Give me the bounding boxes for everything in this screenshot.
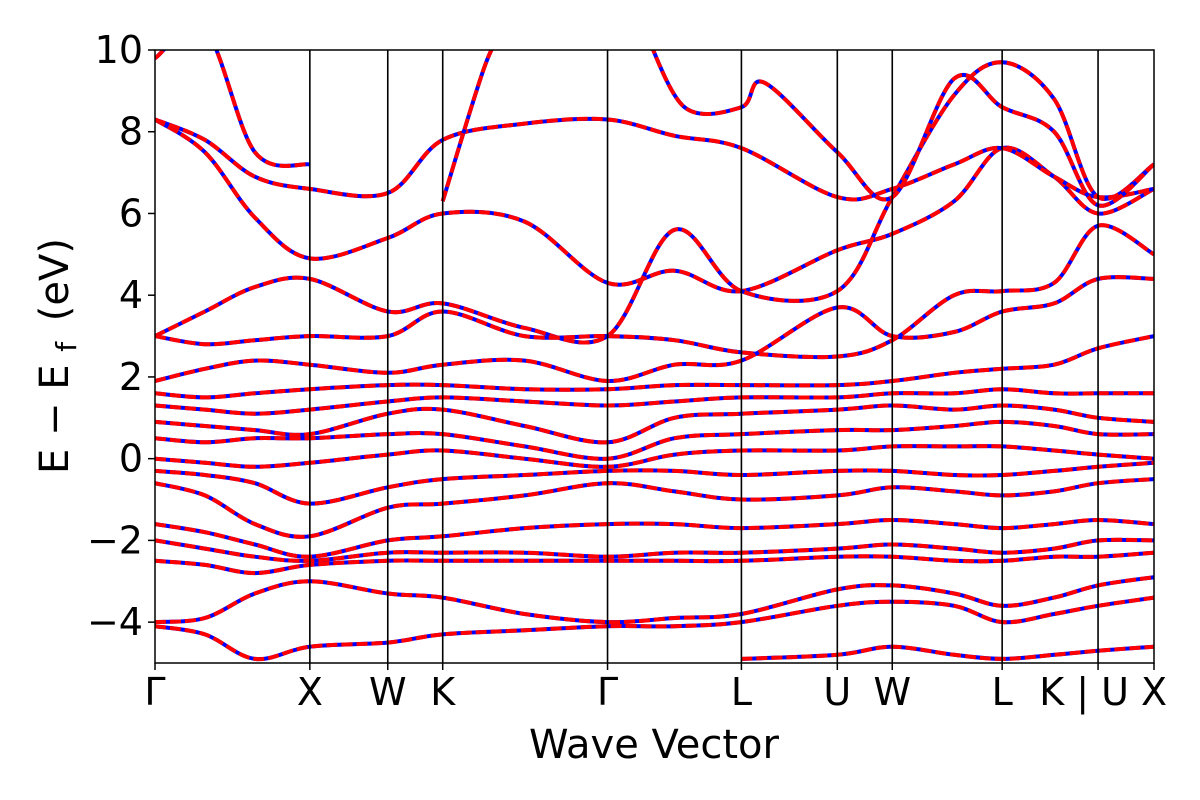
band-lines xyxy=(155,50,1154,662)
band-1-fit xyxy=(155,116,1154,202)
band-10-fit xyxy=(155,460,1154,506)
band-14-fit xyxy=(155,550,1154,576)
band-4-fit xyxy=(155,275,1154,384)
x-tick-label: K | U xyxy=(1039,670,1129,715)
y-tick-label: −2 xyxy=(87,518,143,562)
y-tick-label: −4 xyxy=(87,600,143,644)
band-8-fit xyxy=(155,419,1154,461)
y-tick-label: 8 xyxy=(119,110,143,154)
y-axis-label: E − E f (eV) xyxy=(32,238,86,474)
band-2-fit xyxy=(155,60,1154,345)
y-axis-ticks: −4 −2 0 2 4 6 8 10 xyxy=(87,28,155,644)
x-tick-label: W xyxy=(873,670,911,714)
band-0-fit xyxy=(155,117,1154,294)
y-tick-label: 0 xyxy=(119,437,143,481)
x-axis-label: Wave Vector xyxy=(529,722,780,768)
x-tick-label: Γ xyxy=(144,670,165,714)
band-7-fit xyxy=(155,403,1154,445)
x-tick-label: X xyxy=(297,670,323,714)
band-3-fit xyxy=(155,223,1154,360)
y-tick-label: 4 xyxy=(119,273,143,317)
y-axis-label-unit: (eV) xyxy=(32,238,78,321)
band-10-dft xyxy=(155,460,1154,506)
band-19-fit xyxy=(651,50,1154,208)
x-tick-label: L xyxy=(731,670,752,714)
band-15-fit xyxy=(155,575,1154,625)
x-tick-label: W xyxy=(369,670,407,714)
band-6-fit xyxy=(155,387,1154,416)
plot-frame xyxy=(154,49,1155,664)
y-tick-label: 2 xyxy=(119,355,143,399)
x-tick-label: K xyxy=(430,670,456,714)
band-16-fit xyxy=(155,595,1154,662)
x-tick-label: Γ xyxy=(597,670,618,714)
band-15-dft xyxy=(155,575,1154,625)
y-tick-label: 10 xyxy=(95,28,143,72)
band-11-fit xyxy=(155,477,1154,539)
y-tick-label: 6 xyxy=(119,191,143,235)
band-9-fit xyxy=(155,444,1154,469)
x-tick-label: L xyxy=(992,670,1013,714)
band-5-fit xyxy=(155,334,1154,400)
band-13-fit xyxy=(155,537,1154,563)
band-2-dft xyxy=(155,60,1154,345)
kpoint-divider-lines xyxy=(309,50,1099,663)
x-tick-label: X xyxy=(1141,670,1167,714)
x-tick-label: U xyxy=(823,670,851,714)
y-axis-label-main: E − E xyxy=(32,364,78,474)
band-0-dft xyxy=(155,117,1154,294)
y-axis-label-subscript: f xyxy=(50,341,83,352)
band-17-fit xyxy=(155,50,311,168)
band-12-fit xyxy=(155,517,1154,559)
band-18-dft xyxy=(440,50,494,202)
